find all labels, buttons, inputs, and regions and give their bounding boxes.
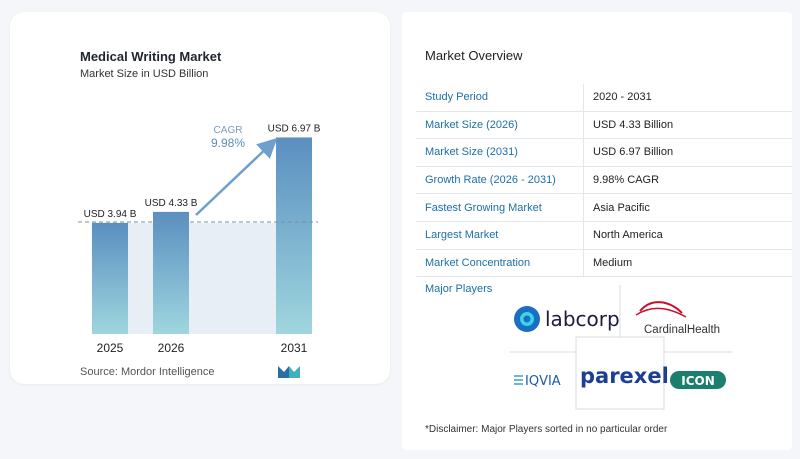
table-row: Market Concentration Medium [416, 249, 792, 278]
disclaimer-text: *Disclaimer: Major Players sorted in no … [425, 424, 668, 435]
table-row: Fastest Growing Market Asia Pacific [416, 193, 792, 222]
x-tick-label: 2025 [97, 341, 124, 355]
x-tick-label: 2031 [281, 341, 308, 355]
row-key: Market Concentration [416, 249, 584, 278]
iqvia-logo-icon: IQVIA [514, 374, 561, 389]
row-key: Study Period [416, 84, 584, 112]
cagr-arrow [195, 137, 278, 216]
table-row: Market Size (2026) USD 4.33 Billion [416, 111, 792, 140]
bar-data-label: USD 4.33 B [145, 198, 198, 209]
svg-text:CardinalHealth: CardinalHealth [644, 324, 720, 336]
svg-text:ICON: ICON [681, 374, 715, 388]
table-row: Market Size (2031) USD 6.97 Billion [416, 138, 792, 167]
row-key: Growth Rate (2026 - 2031) [416, 166, 584, 195]
cagr-value: 9.98% [211, 136, 245, 150]
table-row: Growth Rate (2026 - 2031) 9.98% CAGR [416, 166, 792, 195]
chart-title: Medical Writing Market [80, 49, 222, 64]
row-value: 9.98% CAGR [583, 166, 792, 195]
row-value: Asia Pacific [583, 193, 792, 222]
source-text: Source: Mordor Intelligence [80, 366, 215, 378]
row-value: USD 4.33 Billion [583, 111, 792, 140]
overview-title: Market Overview [425, 48, 523, 63]
labcorp-logo-icon: labcorp [514, 306, 620, 332]
cardinal-health-logo-icon: CardinalHealth [635, 301, 720, 336]
major-players-logos: labcorp CardinalHealth IQVIA parexel ICO… [510, 285, 732, 410]
major-players-title: Major Players [425, 283, 493, 295]
bar-data-label: USD 3.94 B [84, 209, 137, 220]
baseline-band [128, 222, 276, 334]
icon-plc-logo-icon: ICON [670, 371, 726, 389]
row-key: Largest Market [416, 221, 584, 250]
bar-2026 [153, 211, 189, 334]
bar-2025 [92, 222, 128, 334]
bar-2031 [276, 137, 312, 334]
row-key: Fastest Growing Market [416, 193, 584, 222]
svg-text:IQVIA: IQVIA [525, 374, 561, 389]
row-value: 2020 - 2031 [583, 84, 792, 112]
row-key: Market Size (2026) [416, 111, 584, 140]
table-row: Study Period 2020 - 2031 [416, 84, 792, 112]
row-key: Market Size (2031) [416, 138, 584, 167]
svg-text:parexel: parexel [580, 364, 669, 388]
parexel-logo-icon: parexel [580, 364, 669, 388]
bar-data-label: USD 6.97 B [268, 123, 321, 134]
chart-subtitle: Market Size in USD Billion [80, 68, 209, 80]
cagr-label: CAGR [214, 125, 243, 136]
x-tick-label: 2026 [158, 341, 185, 355]
table-row: Largest Market North America [416, 221, 792, 250]
svg-text:labcorp: labcorp [545, 307, 620, 331]
row-value: North America [583, 221, 792, 250]
row-value: Medium [583, 249, 792, 278]
overview-table: Study Period 2020 - 2031 Market Size (202… [416, 84, 792, 278]
mordor-logo-icon [278, 366, 300, 378]
row-value: USD 6.97 Billion [583, 138, 792, 167]
